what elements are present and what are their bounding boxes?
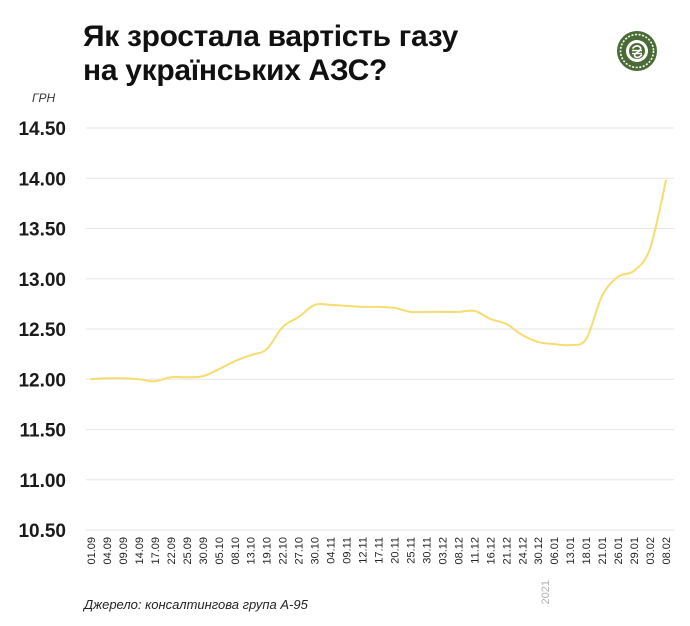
data-point (329, 303, 332, 306)
y-tick-label: 11.00 (20, 471, 67, 492)
x-tick-label: 26.01 (613, 537, 625, 565)
x-tick-label: 08.10 (230, 537, 242, 565)
y-tick-label: 12.00 (18, 370, 66, 391)
data-point (553, 343, 556, 345)
x-tick-label: 13.10 (246, 537, 258, 565)
x-tick-label: 11.12 (469, 537, 481, 564)
data-point (297, 316, 300, 318)
data-point (233, 360, 236, 363)
y-tick-label: 11.50 (20, 421, 67, 442)
title-line-2: на українських АЗС? (83, 54, 388, 87)
price-line (90, 180, 667, 383)
x-tick-label: 30.12 (533, 537, 545, 565)
year-label: 2021 (540, 580, 552, 604)
data-point (249, 354, 252, 357)
x-tick-label: 20.11 (389, 537, 401, 564)
x-tick-label: 18.01 (581, 537, 593, 565)
data-point (361, 305, 364, 308)
data-point (665, 179, 667, 182)
y-tick-label: 14.50 (18, 119, 66, 140)
x-tick-label: 16.12 (485, 537, 497, 565)
x-tick-label: 27.10 (294, 537, 306, 565)
data-point (138, 378, 140, 381)
y-tick-label: 10.50 (18, 521, 66, 542)
x-tick-label: 06.01 (549, 537, 561, 565)
data-point (122, 377, 124, 380)
x-tick-label: 22.10 (278, 537, 290, 565)
y-tick-label: 13.00 (18, 270, 66, 291)
x-tick-label: 09.09 (118, 537, 130, 565)
data-point (585, 338, 588, 340)
chart-title: Як зростала вартість газу на українських… (83, 20, 458, 88)
data-point (633, 269, 635, 272)
x-tick-label: 17.11 (374, 537, 386, 564)
data-point (281, 326, 284, 328)
data-point (617, 275, 619, 278)
data-point (457, 311, 460, 313)
data-point (377, 305, 380, 308)
x-tick-label: 03.02 (645, 537, 657, 565)
x-tick-label: 25.11 (405, 537, 417, 564)
data-point (473, 310, 476, 312)
x-tick-label: 30.10 (310, 537, 322, 565)
x-tick-label: 14.09 (134, 537, 146, 565)
x-tick-label: 22.09 (166, 537, 178, 565)
hryvnia-coin-icon (617, 31, 657, 71)
data-point (521, 334, 524, 336)
y-tick-label: 12.50 (18, 320, 66, 341)
data-point (265, 348, 268, 350)
data-point (313, 303, 316, 306)
data-point (537, 341, 540, 343)
x-tick-label: 21.12 (501, 537, 513, 565)
data-point (185, 376, 188, 379)
data-point (569, 344, 572, 346)
data-point (345, 304, 348, 307)
data-point (601, 294, 604, 297)
data-point (393, 306, 396, 309)
data-point (169, 376, 172, 379)
title-line-1: Як зростала вартість газу (83, 20, 458, 53)
source-note: Джерело: консалтингова група А-95 (84, 597, 308, 612)
data-point (649, 247, 651, 250)
x-tick-label: 30.09 (198, 537, 210, 565)
data-point (90, 378, 92, 381)
data-point (201, 375, 204, 378)
data-point (441, 311, 444, 313)
data-point (217, 368, 220, 371)
x-tick-label: 19.10 (262, 537, 274, 565)
x-tick-label: 04.11 (326, 537, 338, 564)
data-point (106, 377, 108, 380)
x-tick-label: 09.11 (342, 537, 354, 564)
x-tick-label: 30.11 (421, 537, 433, 564)
data-point (425, 311, 428, 313)
x-tick-label: 08.12 (453, 537, 465, 565)
x-tick-label: 21.01 (597, 537, 609, 565)
x-tick-label: 29.01 (629, 537, 641, 565)
y-tick-label: 14.00 (18, 169, 66, 190)
data-point (153, 380, 156, 383)
x-tick-label: 24.12 (517, 537, 529, 565)
x-tick-label: 17.09 (150, 537, 162, 565)
data-point (505, 323, 508, 325)
data-point (489, 318, 492, 320)
x-tick-label: 01.09 (86, 537, 98, 565)
x-tick-label: 03.12 (437, 537, 449, 565)
x-tick-label: 05.10 (214, 537, 226, 565)
x-tick-label: 08.02 (661, 537, 673, 565)
x-tick-label: 12.11 (358, 537, 370, 564)
x-tick-label: 13.01 (565, 537, 577, 565)
x-tick-label: 04.09 (102, 537, 114, 565)
y-tick-label: 13.50 (18, 220, 66, 241)
x-tick-label: 25.09 (182, 537, 194, 565)
y-axis-label: ГРН (32, 91, 56, 105)
data-point (409, 311, 412, 313)
